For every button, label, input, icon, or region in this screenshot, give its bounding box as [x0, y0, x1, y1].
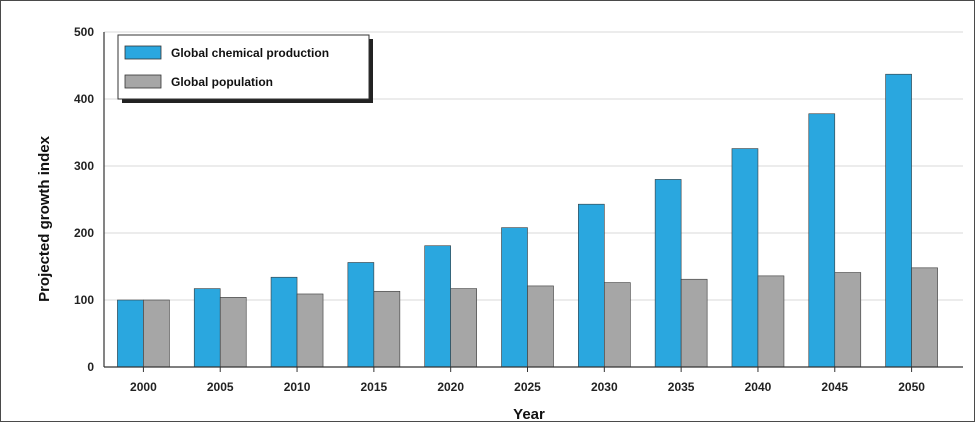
legend-box — [117, 34, 370, 100]
x-tick-label: 2020 — [437, 380, 464, 394]
x-axis-title: Year — [513, 406, 545, 423]
bar-population — [527, 285, 554, 368]
y-tick-label: 200 — [74, 226, 94, 240]
y-tick-label: 500 — [74, 25, 94, 39]
bar-chemical-production — [193, 288, 221, 368]
y-axis-title: Projected growth index — [36, 135, 53, 302]
x-tick-label: 2030 — [591, 380, 618, 394]
bar-chemical-production — [578, 203, 605, 368]
bar-population — [373, 290, 401, 368]
y-tick-label: 400 — [74, 92, 94, 106]
bar-chemical-production — [270, 276, 298, 368]
bar-chemical-production — [885, 73, 912, 368]
x-tick-label: 2045 — [821, 380, 848, 394]
x-tick-label: 2010 — [284, 380, 311, 394]
y-tick-labels: 0 100 200 300 400 500 — [74, 25, 94, 374]
bars — [117, 73, 938, 368]
bar-population — [604, 282, 631, 368]
bar-population — [296, 293, 324, 368]
x-tick-label: 2025 — [514, 380, 541, 394]
x-tick-label: 2050 — [898, 380, 925, 394]
x-tick-label: 2040 — [745, 380, 772, 394]
legend-label-population: Global population — [171, 75, 273, 89]
bar-population — [143, 299, 170, 368]
bar-population — [834, 272, 862, 368]
y-tick-label: 300 — [74, 159, 94, 173]
bar-population — [680, 278, 708, 368]
bar-population — [757, 275, 785, 368]
bar-chemical-production — [424, 245, 451, 368]
bar-chemical-production — [501, 227, 528, 368]
legend-swatch-population — [124, 74, 162, 89]
bar-chemical-production — [731, 148, 759, 368]
bar-population — [219, 297, 247, 368]
legend-swatch-chemical-production — [124, 45, 162, 60]
legend-label-chemical-production: Global chemical production — [171, 46, 329, 60]
bar-chemical-production — [808, 113, 836, 368]
x-tick-labels: 2000 2005 2010 2015 2020 2025 2030 2035 2040 2045… — [130, 380, 925, 394]
bar-population — [450, 288, 477, 368]
x-tick-label: 2000 — [130, 380, 157, 394]
y-tick-label: 100 — [74, 293, 94, 307]
bar-chemical-production — [347, 262, 375, 368]
x-tick-label: 2015 — [361, 380, 388, 394]
y-tick-label: 0 — [87, 360, 94, 374]
bar-chemical-production — [117, 299, 144, 368]
legend: Global chemical production Global popula… — [117, 34, 373, 103]
x-tick-label: 2035 — [668, 380, 695, 394]
bar-population — [911, 267, 938, 368]
x-tick-label: 2005 — [207, 380, 234, 394]
bar-chemical-production — [654, 179, 682, 368]
axes — [103, 32, 963, 372]
